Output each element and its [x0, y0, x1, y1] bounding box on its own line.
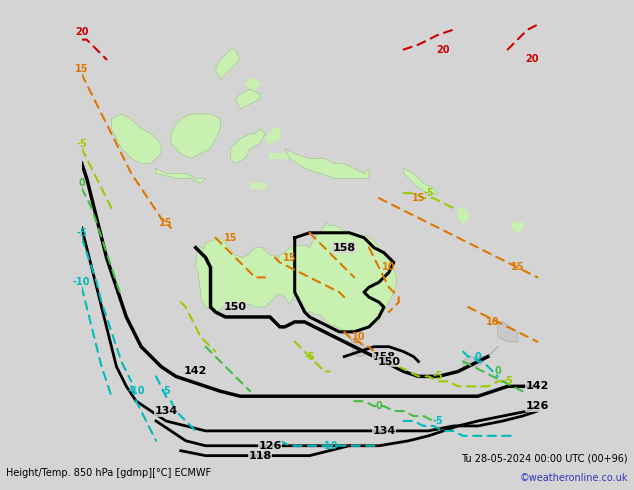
Text: 0: 0	[495, 367, 501, 376]
Polygon shape	[265, 129, 280, 144]
Polygon shape	[230, 129, 265, 164]
Polygon shape	[235, 89, 260, 109]
Text: 15: 15	[159, 218, 172, 228]
Text: -5: -5	[304, 352, 315, 362]
Text: 134: 134	[372, 426, 396, 436]
Text: 15: 15	[224, 233, 237, 243]
Text: ©weatheronline.co.uk: ©weatheronline.co.uk	[519, 473, 628, 483]
Polygon shape	[112, 114, 161, 164]
Text: -5: -5	[76, 228, 87, 238]
Text: 10: 10	[353, 332, 366, 342]
Polygon shape	[216, 49, 240, 79]
Text: -5: -5	[160, 386, 171, 396]
Text: 150: 150	[224, 302, 247, 312]
Text: 142: 142	[526, 381, 549, 392]
Polygon shape	[463, 347, 498, 367]
Text: 158: 158	[333, 243, 356, 253]
Polygon shape	[156, 169, 205, 183]
Polygon shape	[458, 208, 468, 223]
Polygon shape	[513, 223, 522, 233]
Polygon shape	[404, 169, 438, 193]
Text: 0: 0	[79, 178, 85, 188]
Text: 20: 20	[75, 27, 89, 37]
Polygon shape	[245, 79, 260, 89]
Text: -5: -5	[502, 376, 513, 386]
Text: 142: 142	[184, 367, 207, 376]
Text: 126: 126	[258, 441, 281, 451]
Text: 15: 15	[75, 64, 89, 74]
Text: Height/Temp. 850 hPa [gdmp][°C] ECMWF: Height/Temp. 850 hPa [gdmp][°C] ECMWF	[6, 468, 212, 478]
Text: 118: 118	[249, 451, 272, 461]
Text: 0: 0	[475, 352, 481, 362]
Text: 20: 20	[437, 45, 450, 54]
Text: 158: 158	[372, 352, 396, 362]
Text: -10: -10	[73, 277, 91, 287]
Text: -5: -5	[433, 416, 444, 426]
Text: -5: -5	[423, 188, 434, 198]
Text: 15: 15	[283, 252, 297, 263]
Text: 150: 150	[377, 357, 400, 367]
Polygon shape	[270, 153, 290, 158]
Text: 15: 15	[411, 193, 425, 203]
Text: 134: 134	[154, 406, 178, 416]
Text: -5: -5	[433, 371, 444, 381]
Text: 10: 10	[382, 263, 396, 272]
Polygon shape	[498, 322, 517, 342]
Text: Tu 28-05-2024 00:00 UTC (00+96): Tu 28-05-2024 00:00 UTC (00+96)	[461, 453, 628, 463]
Polygon shape	[196, 223, 396, 332]
Text: 10: 10	[486, 317, 500, 327]
Text: 126: 126	[526, 401, 549, 411]
Text: -5: -5	[76, 139, 87, 148]
Polygon shape	[352, 339, 366, 357]
Text: 0: 0	[375, 401, 382, 411]
Polygon shape	[285, 148, 369, 178]
Text: 15: 15	[511, 263, 524, 272]
Text: 20: 20	[526, 54, 539, 64]
Polygon shape	[250, 183, 265, 188]
Text: -10: -10	[127, 386, 145, 396]
Text: -10: -10	[321, 441, 338, 451]
Polygon shape	[171, 114, 221, 158]
